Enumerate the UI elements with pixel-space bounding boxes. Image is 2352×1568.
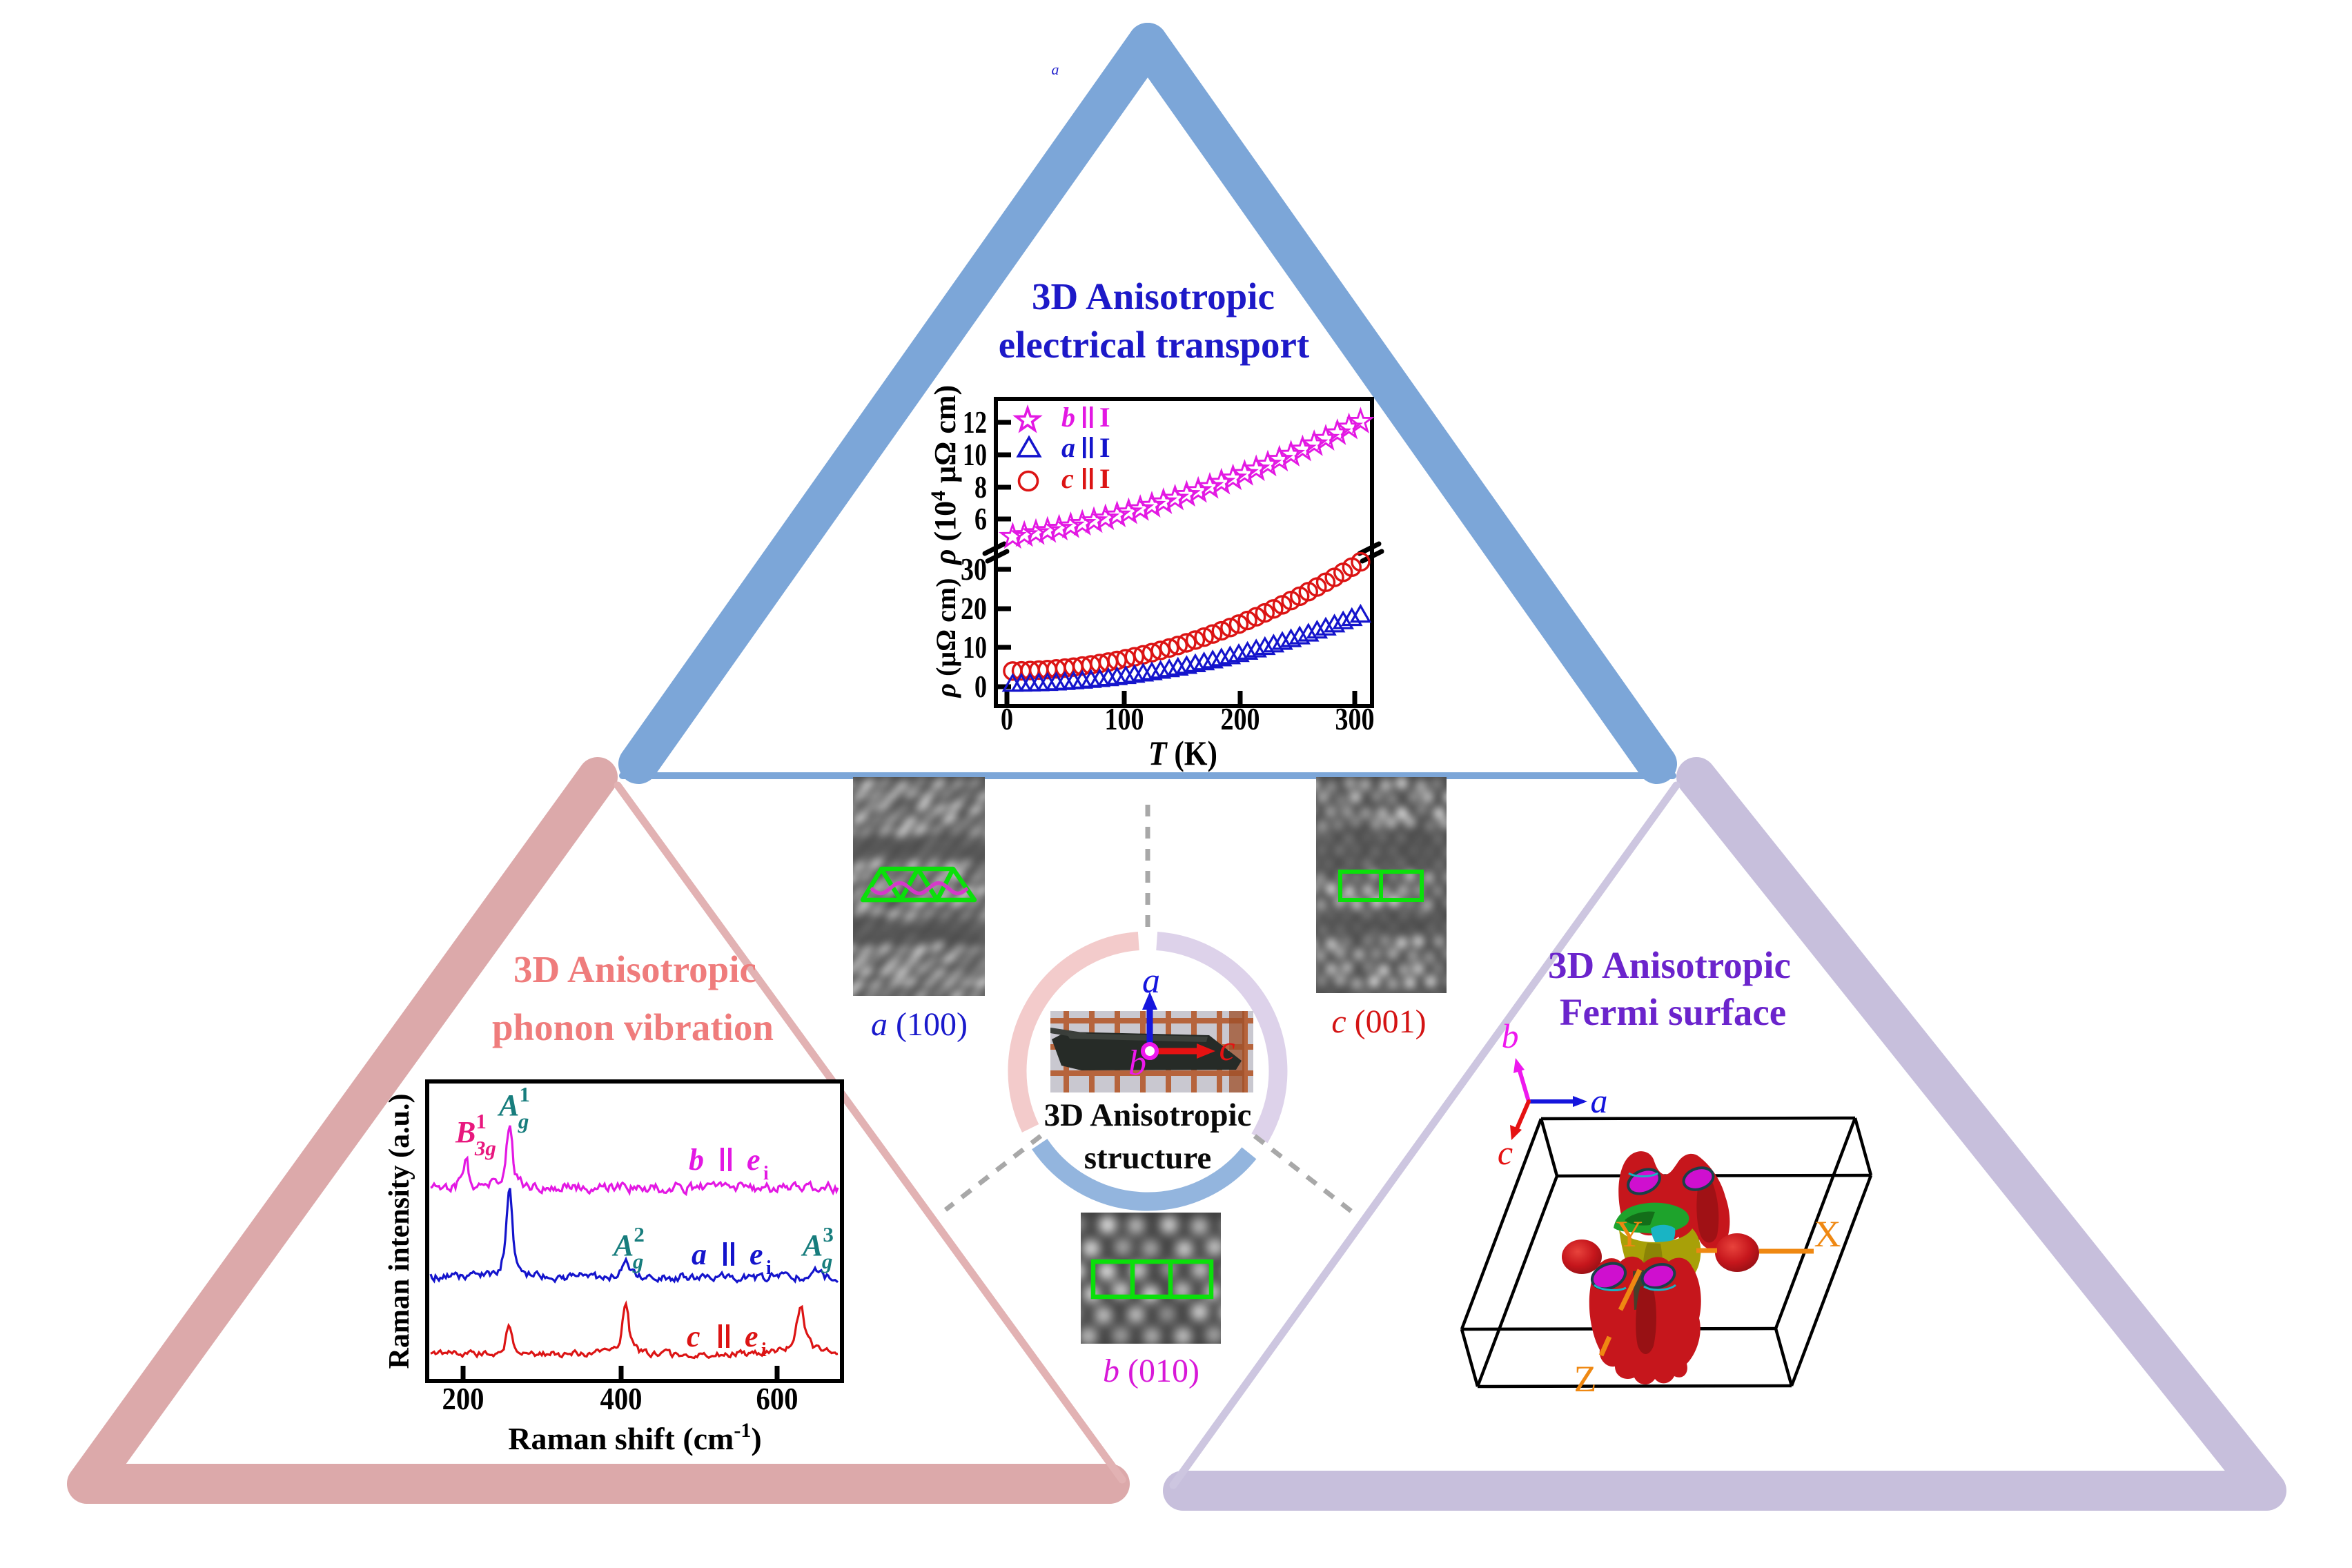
svg-text:400: 400	[600, 1381, 643, 1416]
svg-text:a: a	[1061, 432, 1075, 463]
svg-text:a: a	[692, 1237, 707, 1271]
svg-text:Z: Z	[1574, 1358, 1597, 1400]
svg-text:a: a	[1591, 1081, 1608, 1120]
svg-text:a: a	[1142, 961, 1160, 1001]
svg-text:10: 10	[963, 437, 987, 472]
svg-text:Raman intensity (a.u.): Raman intensity (a.u.)	[384, 1093, 415, 1369]
svg-text:phonon vibration: phonon vibration	[492, 1006, 774, 1048]
svg-text:i: i	[761, 1340, 767, 1361]
svg-text:0: 0	[1001, 701, 1013, 736]
svg-text:b: b	[1061, 402, 1075, 433]
svg-text:300: 300	[1335, 701, 1375, 736]
svg-text:e: e	[745, 1320, 758, 1353]
svg-text:200: 200	[1221, 701, 1260, 736]
svg-text:3D Anisotropic: 3D Anisotropic	[1032, 275, 1275, 317]
svg-text:c: c	[1219, 1029, 1235, 1068]
svg-text:electrical transport: electrical transport	[999, 324, 1310, 366]
svg-text:b: b	[689, 1143, 704, 1177]
svg-text:a (100): a (100)	[871, 1006, 968, 1043]
svg-text:i: i	[766, 1257, 772, 1279]
svg-text:c: c	[687, 1320, 700, 1353]
svg-text:e: e	[747, 1143, 761, 1177]
svg-text:X: X	[1814, 1213, 1841, 1255]
svg-text:600: 600	[756, 1381, 798, 1416]
svg-text:b: b	[1502, 1017, 1519, 1055]
svg-text:I: I	[1099, 432, 1110, 463]
svg-text:Y: Y	[1616, 1213, 1643, 1255]
svg-text:0: 0	[974, 669, 987, 704]
svg-text:10: 10	[963, 629, 987, 665]
svg-text:ρ (μΩ cm): ρ (μΩ cm)	[930, 578, 961, 698]
svg-text:20: 20	[961, 591, 987, 626]
svg-text:Fermi surface: Fermi surface	[1560, 991, 1786, 1033]
svg-text:8: 8	[974, 469, 987, 504]
svg-text:Raman shift (cm-1): Raman shift (cm-1)	[508, 1419, 761, 1456]
svg-text:3D Anisotropic: 3D Anisotropic	[1044, 1097, 1252, 1133]
svg-text:i: i	[763, 1163, 769, 1184]
svg-text:100: 100	[1105, 701, 1144, 736]
svg-text:b: b	[1128, 1043, 1146, 1083]
svg-text:3D Anisotropic: 3D Anisotropic	[513, 948, 756, 990]
svg-text:c (001): c (001)	[1331, 1003, 1426, 1040]
svg-text:b (010): b (010)	[1103, 1353, 1199, 1389]
svg-text:200: 200	[442, 1381, 484, 1416]
svg-text:I: I	[1099, 463, 1110, 494]
svg-text:12: 12	[963, 404, 987, 440]
svg-text:I: I	[1099, 402, 1110, 433]
svg-text:30: 30	[961, 551, 987, 587]
svg-text:T (K): T (K)	[1148, 734, 1217, 772]
svg-text:c: c	[1498, 1133, 1513, 1172]
svg-text:e: e	[749, 1237, 763, 1271]
svg-text:6: 6	[974, 501, 987, 536]
svg-text:3D Anisotropic: 3D Anisotropic	[1548, 944, 1791, 986]
svg-text:a: a	[1052, 61, 1059, 78]
svg-text:ρ (104 μΩ cm): ρ (104 μΩ cm)	[927, 385, 962, 566]
svg-text:c: c	[1061, 463, 1074, 494]
svg-text:structure: structure	[1084, 1140, 1211, 1176]
